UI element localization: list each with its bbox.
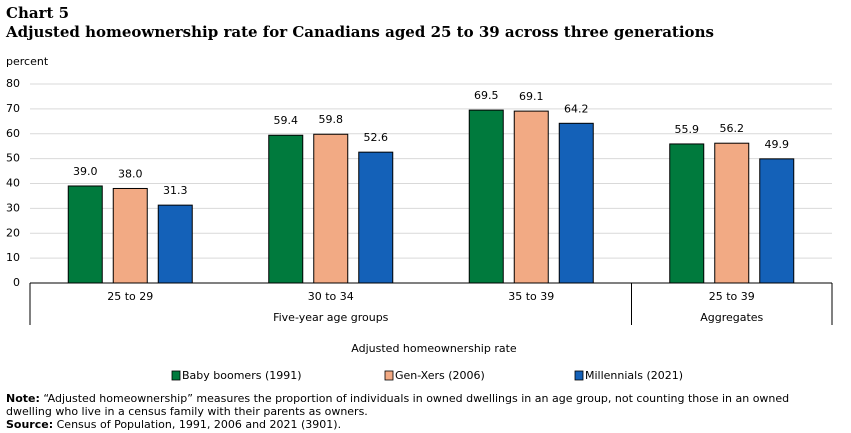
data-label: 59.4 [274, 114, 299, 127]
y-tick-label: 40 [6, 177, 20, 190]
data-label: 69.5 [474, 89, 499, 102]
chart-title: Adjusted homeownership rate for Canadian… [5, 23, 714, 41]
y-tick-label: 60 [6, 127, 20, 140]
y-tick-label: 20 [6, 226, 20, 239]
bar [669, 143, 705, 284]
bar [313, 133, 349, 284]
note-label: Note: [6, 392, 40, 405]
x-tick-label: 30 to 34 [308, 290, 354, 303]
data-label: 38.0 [118, 167, 143, 180]
y-tick-label: 10 [6, 251, 20, 264]
legend-swatch [171, 370, 181, 381]
group-label: Five-year age groups [273, 311, 389, 324]
y-axis-label: percent [6, 55, 49, 68]
bar [558, 122, 594, 284]
legend-swatch [384, 370, 394, 381]
bar [759, 158, 795, 284]
data-label: 49.9 [765, 138, 790, 151]
bar [268, 134, 304, 284]
note-text: dwelling who live in a census family wit… [6, 405, 368, 418]
source-label: Source: [6, 418, 53, 431]
x-tick-label: 35 to 39 [508, 290, 554, 303]
note: Note: “Adjusted homeownership” measures … [6, 392, 789, 405]
legend-label: Millennials (2021) [585, 369, 683, 382]
legend-label: Baby boomers (1991) [182, 369, 302, 382]
group-label: Aggregates [700, 311, 763, 324]
chart-kicker: Chart 5 [6, 4, 69, 22]
data-label: 55.9 [675, 123, 700, 136]
legend-swatch [574, 370, 584, 381]
note-text: “Adjusted homeownership” measures the pr… [43, 392, 789, 405]
data-label: 69.1 [519, 90, 544, 103]
data-label: 52.6 [364, 131, 389, 144]
data-label: 59.8 [319, 113, 344, 126]
bar [468, 109, 504, 284]
y-tick-label: 30 [6, 201, 20, 214]
y-tick-label: 0 [13, 276, 20, 289]
bar [67, 185, 103, 284]
x-axis-label: Adjusted homeownership rate [351, 342, 517, 355]
y-tick-label: 70 [6, 102, 20, 115]
data-label: 64.2 [564, 102, 589, 115]
y-tick-label: 80 [6, 77, 20, 90]
source-text: Census of Population, 1991, 2006 and 202… [57, 418, 341, 431]
data-label: 39.0 [73, 165, 98, 178]
source: Source: Census of Population, 1991, 2006… [6, 418, 341, 431]
bar [513, 110, 549, 284]
y-tick-label: 50 [6, 152, 20, 165]
legend-label: Gen-Xers (2006) [395, 369, 485, 382]
bar [157, 204, 193, 284]
data-label: 31.3 [163, 184, 188, 197]
x-tick-label: 25 to 39 [709, 290, 755, 303]
x-tick-label: 25 to 29 [107, 290, 153, 303]
bar [112, 187, 148, 284]
bar [714, 142, 750, 284]
bar [358, 151, 394, 284]
data-label: 56.2 [720, 122, 745, 135]
